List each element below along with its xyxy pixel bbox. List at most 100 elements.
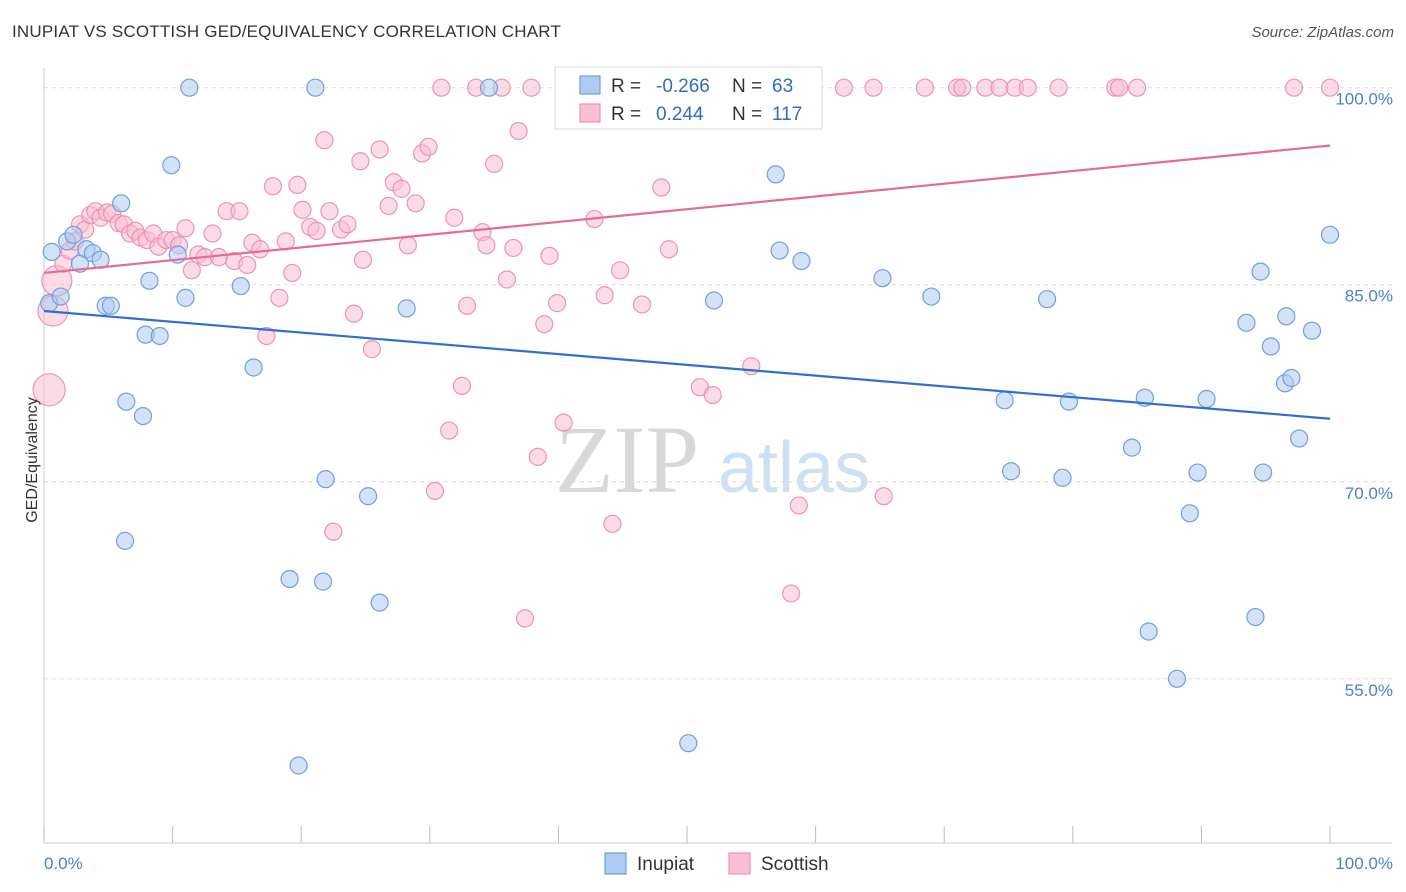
inupiat-point (1277, 307, 1296, 326)
inupiat-point (1282, 368, 1301, 388)
y-tick-label-1: 85.0% (1345, 287, 1393, 306)
inupiat-point (133, 406, 153, 426)
inupiat-point (101, 296, 120, 315)
scottish-point (1049, 78, 1068, 97)
inupiat-point (370, 593, 389, 612)
inupiat-point (176, 288, 195, 307)
legend-n-value-scottish: 117 (772, 104, 802, 125)
legend-n-value-inupiat: 63 (772, 76, 793, 97)
scottish-point (445, 208, 464, 227)
scottish-point (344, 304, 364, 323)
scottish-point (603, 514, 622, 533)
scottish-point (522, 78, 541, 97)
series-legend-label-scottish: Scottish (761, 854, 829, 875)
scottish-point (398, 236, 418, 255)
inupiat-point (180, 78, 199, 97)
inupiat-point (1251, 262, 1270, 281)
inupiat-point (1167, 669, 1187, 688)
scottish-point (293, 200, 312, 219)
legend-r-label-inupiat: R = (611, 76, 641, 97)
inupiat-point (313, 572, 333, 591)
inupiat-point (1290, 429, 1309, 448)
scottish-point (535, 315, 554, 334)
scottish-point (703, 385, 722, 405)
inupiat-point (995, 391, 1014, 410)
inupiat-point (873, 269, 892, 288)
inupiat-point (792, 251, 811, 271)
y-tick-label-2: 70.0% (1345, 484, 1393, 503)
series-legend-swatch-inupiat (604, 852, 627, 875)
scottish-point (176, 219, 195, 238)
scottish-point (270, 288, 289, 307)
legend-n-label-scottish: N = (732, 104, 762, 125)
inupiat-points (40, 78, 1340, 775)
inupiat-point (1320, 225, 1340, 244)
legend-swatch-scottish (579, 103, 601, 123)
scottish-point (257, 326, 276, 346)
series-legend-label-inupiat: Inupiat (637, 854, 695, 875)
inupiat-point (306, 78, 325, 97)
scottish-point (320, 202, 339, 221)
scottish-point (379, 196, 398, 216)
inupiat-point (679, 734, 698, 753)
scottish-point (263, 177, 283, 196)
scottish-point (432, 78, 451, 97)
scottish-point (652, 178, 671, 197)
scottish-point (230, 202, 249, 221)
inupiat-point (244, 358, 263, 377)
inupiat-point (42, 242, 61, 261)
scottish-point (315, 131, 334, 150)
inupiat-point (112, 194, 131, 213)
axes (43, 68, 1392, 844)
inupiat-point (316, 470, 335, 489)
scottish-point (990, 78, 1009, 97)
series-legend-swatch-scottish (728, 852, 751, 875)
inupiat-point (1261, 337, 1280, 356)
inupiat-point (1053, 468, 1072, 487)
inupiat-point (117, 392, 136, 411)
source-label: Source: ZipAtlas.com (1251, 24, 1394, 41)
scottish-point (452, 376, 472, 395)
inupiat-point (1302, 321, 1322, 340)
tick-labels: 100.0% 85.0% 70.0% 55.0% 0.0% 100.0% (44, 90, 1393, 873)
inupiat-point (1122, 438, 1142, 457)
scottish-point (548, 294, 567, 313)
legend-r-value-scottish: 0.244 (656, 104, 704, 125)
scottish-point (509, 121, 528, 141)
scottish-point (425, 481, 445, 501)
inupiat-point (280, 569, 299, 589)
scottish-point (540, 246, 559, 265)
inupiat-point (1254, 463, 1273, 482)
x-tick-label-0: 0.0% (44, 854, 83, 873)
scottish-point (353, 250, 373, 269)
scottish-point (477, 236, 496, 255)
scottish-point (370, 140, 389, 159)
inupiat-point (289, 756, 308, 775)
watermark-atlas: atlas (718, 428, 870, 508)
scottish-point (362, 340, 382, 359)
legend-r-value-inupiat: -0.266 (656, 76, 710, 97)
scottish-point (288, 175, 307, 195)
scottish-point (406, 194, 425, 213)
scottish-point (419, 137, 438, 156)
scottish-point (742, 357, 761, 376)
y-tick-label-0: 100.0% (1335, 90, 1393, 109)
inupiat-point (1188, 463, 1207, 482)
scottish-points (32, 78, 1340, 628)
inupiat-point (231, 276, 250, 296)
correlation-legend: R = -0.266 N = 63 R = 0.244 N = 117 (554, 66, 823, 130)
inupiat-point (140, 271, 159, 290)
scottish-point (659, 240, 679, 259)
scottish-point (864, 78, 883, 97)
inupiat-trend-line (43, 309, 1331, 420)
scottish-point (1127, 78, 1147, 97)
trend-lines (43, 144, 1331, 420)
scottish-point (338, 215, 357, 234)
gridlines (44, 87, 1392, 680)
scottish-point (504, 238, 523, 258)
scottish-point (782, 584, 801, 603)
legend-r-label-scottish: R = (611, 104, 641, 125)
inupiat-point (162, 156, 181, 175)
scottish-point (834, 78, 853, 97)
scottish-point (238, 255, 257, 275)
